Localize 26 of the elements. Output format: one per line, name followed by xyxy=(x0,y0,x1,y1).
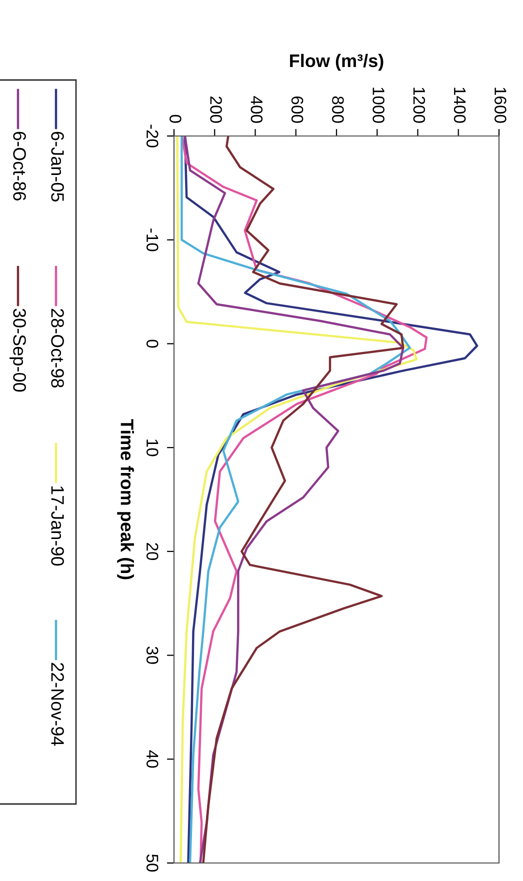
y-tick-label: -20 xyxy=(146,124,158,148)
x-tick-label: 1400 xyxy=(454,88,466,123)
x-tick-label: 200 xyxy=(210,96,222,123)
line-series xyxy=(184,136,478,863)
legend-label: 17-Jan-90 xyxy=(51,486,64,566)
y-tick-label: 0 xyxy=(146,340,158,348)
y-tick-label: 20 xyxy=(146,543,158,560)
y-axis-title: Time from peak (h) xyxy=(117,419,134,580)
legend-label: 6-Oct-86 xyxy=(13,132,26,200)
legend-label: 30-Sep-00 xyxy=(10,308,26,392)
x-tick-label: 1600 xyxy=(494,88,506,123)
x-tick-label: 400 xyxy=(250,96,263,123)
x-tick-label: 1200 xyxy=(413,88,426,123)
x-tick-label: 600 xyxy=(291,96,304,123)
x-tick-label: 1000 xyxy=(372,88,384,123)
y-tick-label: -10 xyxy=(146,228,158,252)
legend-label: 22-Nov-94 xyxy=(51,662,64,746)
y-tick-label: 40 xyxy=(146,750,158,768)
legend-label: 6-Jan-05 xyxy=(51,132,64,202)
x-tick-label: 0 xyxy=(170,114,182,123)
legend-label: 28-Oct-98 xyxy=(51,308,64,388)
x-axis-title: Flow (m³/s) xyxy=(290,54,384,71)
y-tick-label: 30 xyxy=(146,646,158,664)
y-tick-label: 50 xyxy=(146,854,158,872)
y-tick-label: 10 xyxy=(146,440,158,456)
x-tick-label: 800 xyxy=(332,96,344,123)
